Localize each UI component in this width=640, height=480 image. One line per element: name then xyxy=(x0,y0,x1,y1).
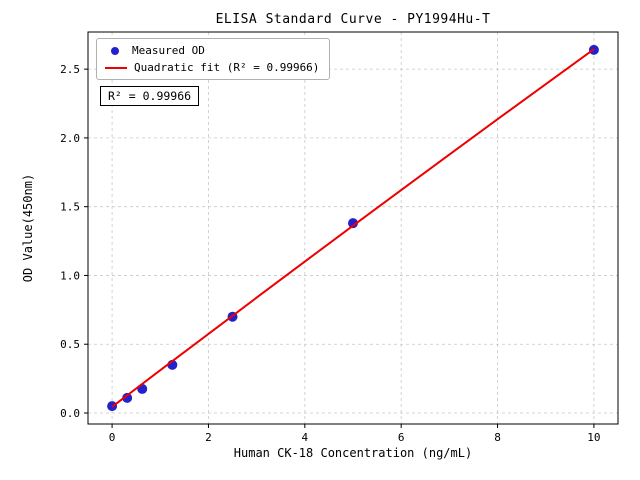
x-axis-label: Human CK-18 Concentration (ng/mL) xyxy=(233,446,473,460)
r-squared-annotation: R² = 0.99966 xyxy=(100,86,200,106)
data-point xyxy=(348,218,358,229)
legend-label-measured-od: Measured OD xyxy=(132,44,205,57)
legend-label-quadratic-fit: Quadratic fit (R² = 0.99966) xyxy=(134,61,320,74)
chart-title: ELISA Standard Curve - PY1994Hu-T xyxy=(215,12,491,27)
legend-item-quadratic-fit: Quadratic fit (R² = 0.99966) xyxy=(105,61,319,74)
data-point xyxy=(122,392,133,403)
x-tick-label: 8 xyxy=(494,431,501,444)
legend-item-measured-od: Measured OD xyxy=(105,44,319,57)
line-marker-icon xyxy=(105,66,127,69)
y-axis-label: OD Value(450nm) xyxy=(21,173,35,283)
fit-line xyxy=(111,48,595,408)
y-tick-label: 1.0 xyxy=(60,269,80,282)
y-tick-label: 2.5 xyxy=(60,63,80,76)
legend: Measured OD Quadratic fit (R² = 0.99966) xyxy=(96,38,331,80)
y-tick-label: 0.5 xyxy=(60,338,80,351)
x-tick-label: 0 xyxy=(109,431,116,444)
y-tick-label: 1.5 xyxy=(60,201,80,214)
scatter-marker-icon xyxy=(111,46,119,55)
plot-frame xyxy=(87,31,619,425)
y-tick-label: 2.0 xyxy=(60,132,80,145)
x-tick-label: 10 xyxy=(587,431,600,444)
y-tick-label: 0.0 xyxy=(60,407,80,420)
x-tick-label: 6 xyxy=(398,431,405,444)
x-tick-label: 4 xyxy=(302,431,309,444)
x-tick-label: 2 xyxy=(205,431,212,444)
